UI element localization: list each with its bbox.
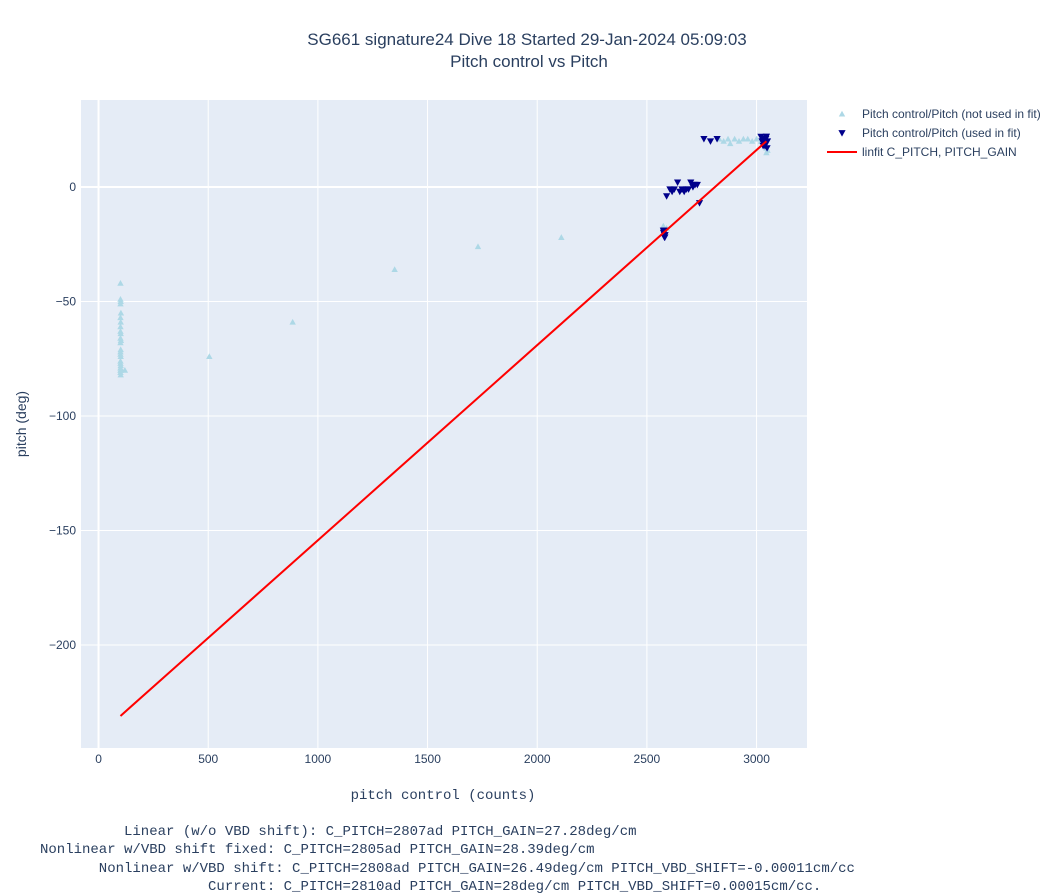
data-point <box>706 138 715 145</box>
fit-line <box>119 140 768 717</box>
data-point <box>117 337 125 343</box>
data-point <box>763 149 770 156</box>
legend-label: Pitch control/Pitch (not used in fit) <box>862 107 1041 121</box>
x-tick-label: 500 <box>198 752 218 766</box>
data-point <box>206 353 213 360</box>
y-axis-title: pitch (deg) <box>13 391 29 457</box>
data-point <box>670 186 678 193</box>
data-point <box>117 300 124 307</box>
data-point <box>117 314 124 321</box>
data-point <box>117 339 124 346</box>
data-point <box>744 135 751 142</box>
data-point <box>117 334 124 341</box>
legend-item[interactable]: Pitch control/Pitch (not used in fit) <box>838 107 1041 121</box>
note-nonlinear-shift: Nonlinear w/VBD shift: C_PITCH=2808ad PI… <box>40 861 855 877</box>
tick-labels: 0 500 1000 1500 2000 2500 3000 0 −50 −100 −150 −200 <box>49 180 770 766</box>
legend[interactable]: Pitch control/Pitch (not used in fit) Pit… <box>827 107 1041 159</box>
data-point <box>724 135 732 142</box>
data-point <box>289 318 296 325</box>
data-point <box>720 138 727 144</box>
data-point <box>117 279 124 286</box>
chart-title: SG661 signature24 Dive 18 Started 29-Jan… <box>307 30 746 49</box>
data-point <box>748 138 756 144</box>
chart-subtitle: Pitch control vs Pitch <box>450 52 608 71</box>
data-point <box>117 323 124 330</box>
data-point <box>687 179 695 187</box>
data-point <box>684 186 693 193</box>
fit-notes: Linear (w/o VBD shift): C_PITCH=2807ad P… <box>40 824 855 894</box>
data-point <box>117 330 124 337</box>
data-point <box>762 133 770 141</box>
data-point <box>558 234 565 240</box>
x-axis-title: pitch control (counts) <box>351 788 536 804</box>
data-point <box>117 353 124 360</box>
note-current: Current: C_PITCH=2810ad PITCH_GAIN=28deg… <box>40 879 821 894</box>
legend-item[interactable]: linfit C_PITCH, PITCH_GAIN <box>827 145 1017 159</box>
data-point <box>757 133 765 141</box>
data-point <box>663 193 671 200</box>
data-point <box>759 138 767 145</box>
y-tick-label: −150 <box>49 523 76 537</box>
note-nonlinear-fixed: Nonlinear w/VBD shift fixed: C_PITCH=280… <box>40 842 595 858</box>
legend-item[interactable]: Pitch control/Pitch (used in fit) <box>838 126 1021 140</box>
y-tick-label: −50 <box>56 294 77 308</box>
x-tick-label: 1000 <box>305 752 332 766</box>
data-point <box>673 179 682 187</box>
data-point <box>474 243 482 250</box>
data-point <box>117 318 124 325</box>
x-tick-label: 1500 <box>414 752 441 766</box>
data-point <box>693 181 701 189</box>
x-tick-label: 3000 <box>743 752 770 766</box>
note-linear: Linear (w/o VBD shift): C_PITCH=2807ad P… <box>82 824 637 840</box>
data-point <box>763 145 771 152</box>
data-point <box>121 366 129 373</box>
series-layer <box>117 133 772 717</box>
legend-label: linfit C_PITCH, PITCH_GAIN <box>862 145 1017 159</box>
x-tick-label: 2000 <box>524 752 551 766</box>
data-point <box>117 366 124 373</box>
legend-marker-swatch <box>838 110 846 117</box>
x-tick-label: 2500 <box>634 752 661 766</box>
legend-label: Pitch control/Pitch (used in fit) <box>862 126 1021 140</box>
data-point <box>753 135 760 142</box>
data-point <box>117 371 124 378</box>
legend-marker-swatch <box>838 130 846 137</box>
plot-area <box>81 100 807 748</box>
data-point <box>117 309 125 316</box>
data-point <box>731 135 738 142</box>
data-point <box>700 136 708 143</box>
data-point <box>727 140 734 147</box>
data-point <box>391 266 398 273</box>
y-tick-label: −200 <box>49 638 76 652</box>
x-tick-label: 0 <box>95 752 102 766</box>
data-point <box>735 138 743 144</box>
grid <box>81 100 807 748</box>
data-point <box>660 222 667 229</box>
data-point <box>713 136 721 143</box>
y-tick-label: 0 <box>69 180 76 194</box>
y-tick-label: −100 <box>49 409 76 423</box>
data-point <box>740 135 747 142</box>
series-line <box>119 140 768 717</box>
